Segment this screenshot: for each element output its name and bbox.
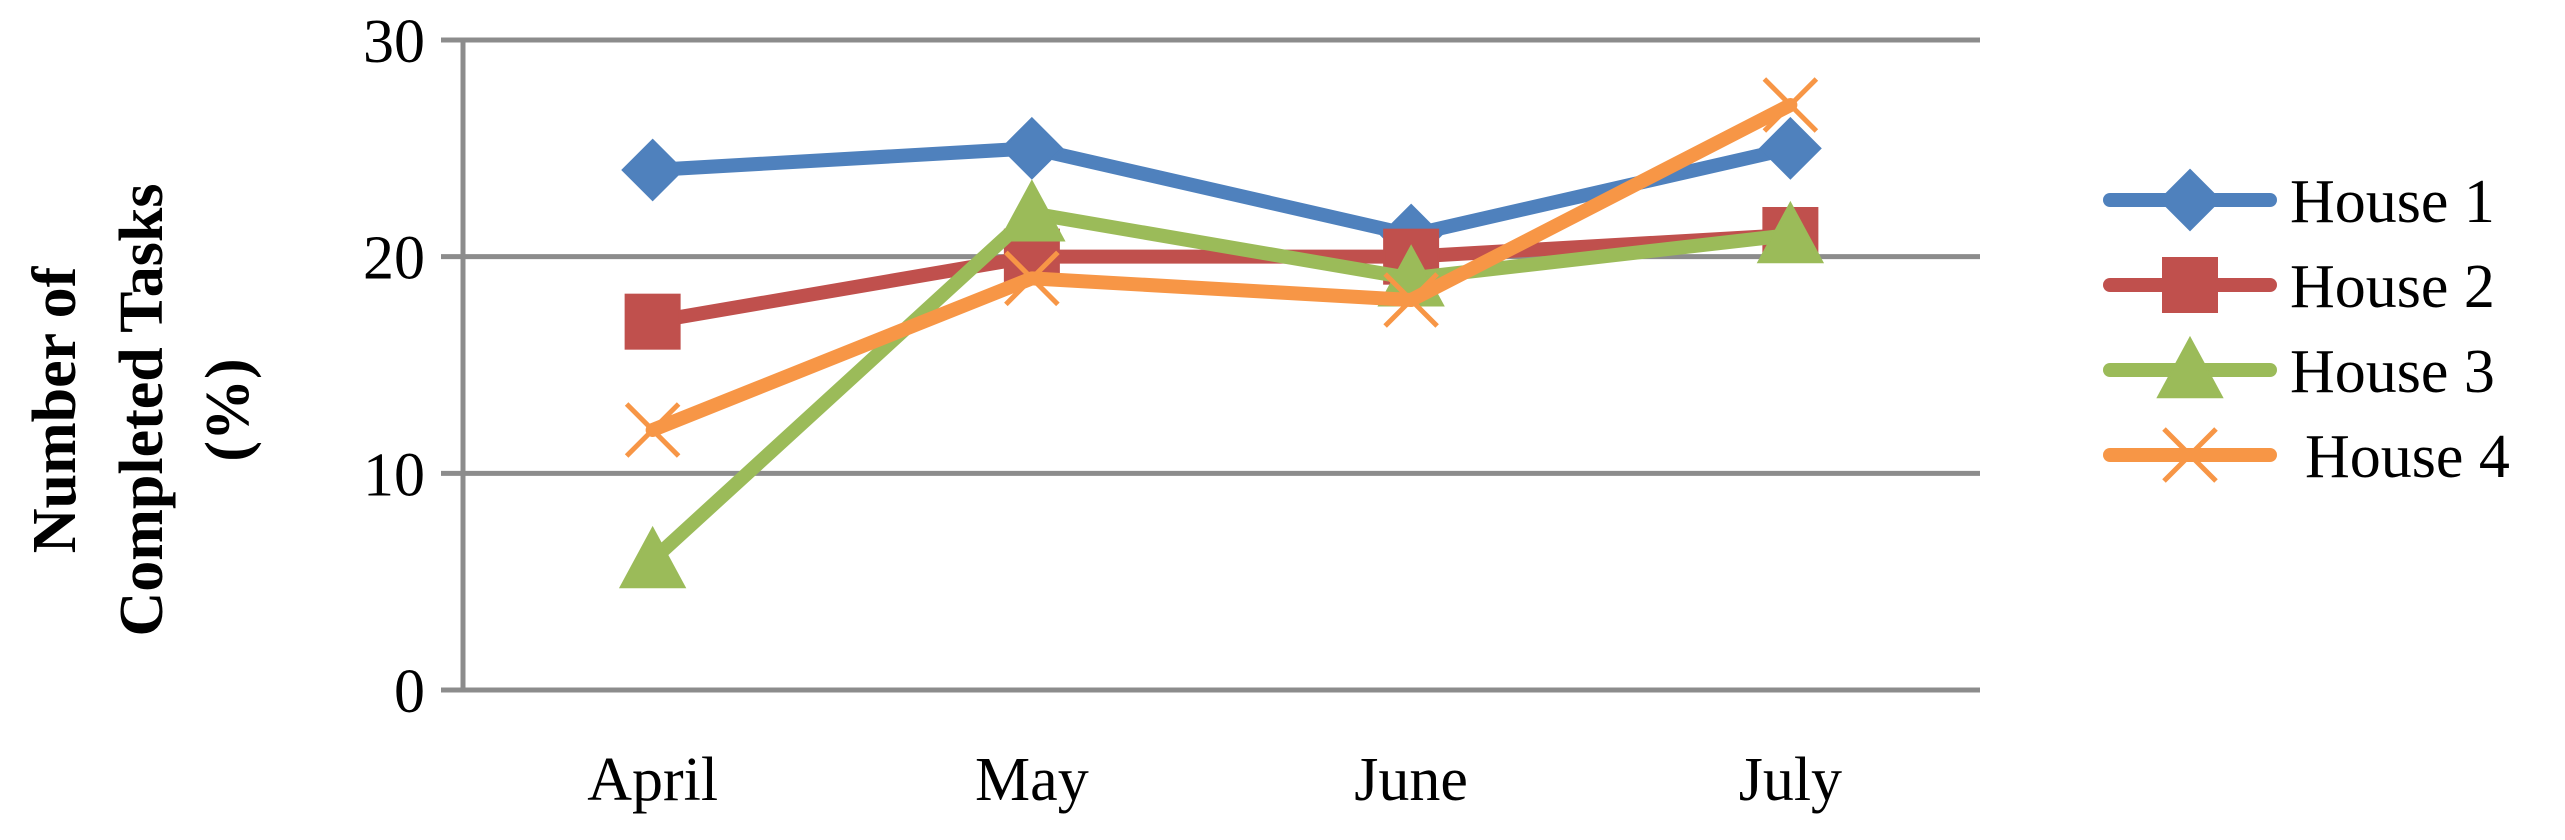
- legend-marker: [2162, 427, 2218, 483]
- legend: House 1 House 2 House 3 House 4: [2103, 168, 2510, 491]
- legend-marker: [2156, 335, 2224, 399]
- series-line: [645, 141, 1798, 242]
- y-axis-title-line-3: (%): [194, 358, 262, 461]
- data-point-marker: [621, 138, 685, 202]
- data-point-marker: [1758, 116, 1822, 180]
- data-point-marker: [998, 179, 1066, 242]
- y-tick-labels: 0 10 20 30: [363, 8, 425, 726]
- data-point-marker: [1756, 200, 1825, 264]
- y-tick-label: 20: [363, 225, 425, 293]
- legend-label: House 3: [2290, 338, 2495, 406]
- data-point-marker: [1762, 77, 1819, 133]
- legend-item: House 4: [2103, 423, 2510, 491]
- legend-label: House 1: [2290, 168, 2495, 236]
- data-point-marker: [618, 525, 687, 589]
- series-4: [624, 77, 1819, 458]
- axes: [441, 37, 1980, 693]
- y-axis-title: Number of Completed Tasks (%): [21, 183, 262, 636]
- series-line: [645, 228, 1798, 329]
- legend-item: House 3: [2103, 335, 2495, 406]
- y-axis-title-line-1: Number of: [21, 265, 89, 553]
- series-1: [621, 116, 1822, 267]
- x-tick-label: May: [975, 746, 1089, 814]
- data-point-marker: [624, 293, 681, 350]
- legend-label: House 4: [2305, 423, 2510, 491]
- legend-marker: [2158, 168, 2222, 232]
- x-tick-label: July: [1739, 746, 1842, 814]
- y-tick-label: 10: [363, 441, 425, 509]
- data-point-marker: [1000, 116, 1064, 180]
- legend-item: House 2: [2103, 253, 2495, 321]
- y-axis-title-line-2: Completed Tasks: [108, 183, 176, 636]
- series-group: [618, 77, 1825, 589]
- legend-marker: [2162, 257, 2218, 313]
- x-tick-labels: April May June July: [587, 746, 1842, 814]
- series-line: [645, 206, 1798, 567]
- series-2: [624, 207, 1819, 350]
- y-tick-label: 0: [394, 658, 425, 726]
- legend-label: House 2: [2290, 253, 2495, 321]
- data-point-marker: [624, 402, 681, 458]
- y-tick-label: 30: [363, 8, 425, 76]
- legend-item: House 1: [2103, 168, 2495, 236]
- x-tick-label: June: [1354, 746, 1468, 814]
- x-tick-label: April: [587, 746, 718, 814]
- data-point-marker: [1004, 250, 1060, 307]
- series-line: [645, 98, 1798, 437]
- data-point-marker: [1383, 272, 1439, 328]
